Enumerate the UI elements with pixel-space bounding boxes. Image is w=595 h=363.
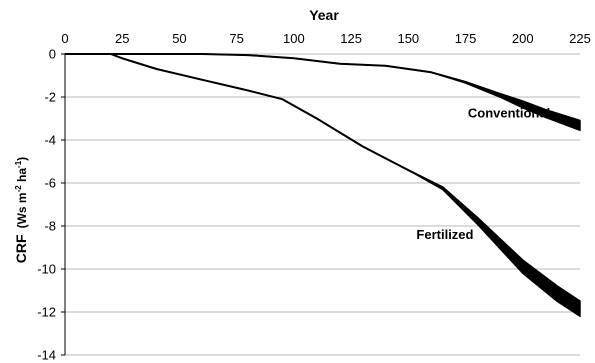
x-tick-label: 225 bbox=[569, 31, 591, 46]
x-tick-label: 125 bbox=[340, 31, 362, 46]
y-axis-title-sup2: -1 bbox=[14, 160, 23, 168]
grid-lines bbox=[65, 53, 580, 356]
y-tick-label: -12 bbox=[37, 305, 56, 320]
x-tick-label: 150 bbox=[397, 31, 419, 46]
y-axis-title-units: (Ws m bbox=[15, 192, 29, 228]
y-tick-label: 0 bbox=[49, 47, 56, 62]
y-tick-label: -8 bbox=[44, 219, 56, 234]
y-tick-label: -4 bbox=[44, 133, 56, 148]
x-tick-label: 25 bbox=[115, 31, 129, 46]
y-tick-label: -10 bbox=[37, 262, 56, 277]
series-conventional-line bbox=[65, 53, 581, 122]
series-fertilized-line bbox=[65, 53, 581, 303]
annotation-conventional: Conventional bbox=[468, 105, 550, 120]
y-tick-labels: 0 -2 -4 -6 -8 -10 -12 -14 bbox=[37, 47, 56, 363]
x-tick-label: 200 bbox=[512, 31, 534, 46]
series-layer bbox=[64, 53, 581, 318]
y-axis-title-sup1: -2 bbox=[14, 185, 23, 193]
x-tick-label: 0 bbox=[61, 31, 68, 46]
x-tick-labels: 0 25 50 75 100 125 150 175 200 225 bbox=[61, 31, 590, 46]
x-tick-label: 75 bbox=[229, 31, 243, 46]
series-fertilized-band bbox=[64, 53, 581, 318]
y-axis-title-units-mid: ha bbox=[15, 168, 29, 186]
y-axis-title-main: CRF bbox=[13, 234, 29, 263]
y-tick-label: -6 bbox=[44, 176, 56, 191]
y-axis-title-units-end: ) bbox=[15, 157, 29, 161]
x-tick-label: 50 bbox=[172, 31, 186, 46]
y-tick-label: -2 bbox=[44, 90, 56, 105]
axes bbox=[61, 53, 66, 356]
y-axis-title: CRF (Ws m-2 ha-1) bbox=[13, 157, 29, 263]
annotations: Conventional Fertilized bbox=[416, 105, 550, 241]
x-tick-label: 175 bbox=[455, 31, 477, 46]
x-tick-label: 100 bbox=[283, 31, 305, 46]
x-axis-title: Year bbox=[309, 7, 339, 23]
y-tick-label: -14 bbox=[37, 348, 56, 363]
annotation-fertilized: Fertilized bbox=[416, 227, 473, 242]
